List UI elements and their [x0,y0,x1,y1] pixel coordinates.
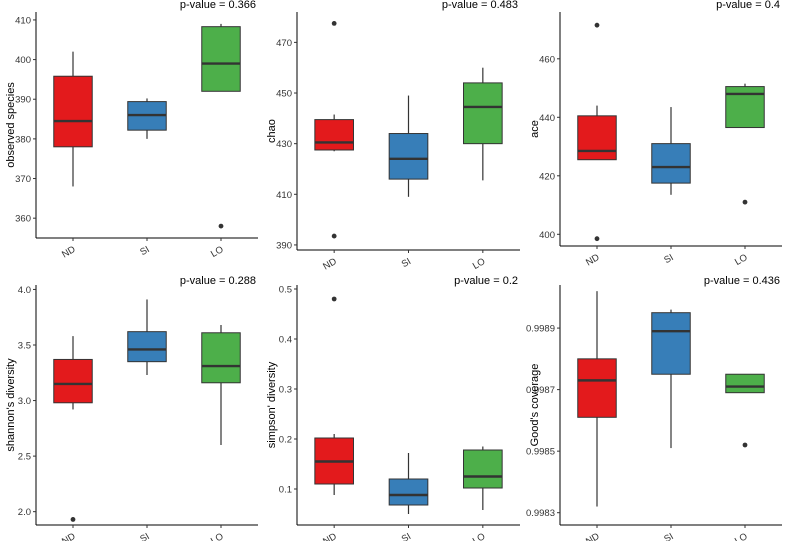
x-tick-label: SI [662,252,675,266]
x-tick-label: SI [138,244,151,258]
x-tick-label: SI [662,531,675,541]
panel-3: 400 420 440 460 ND SI LO ace p-value = 0.4 [529,0,782,268]
outlier-point [742,199,748,205]
box-nd [577,115,617,161]
y-tick-label: 0.1 [279,485,292,496]
box-nd [53,358,93,404]
outlier-point [331,296,337,302]
x-tick-label: LO [209,531,225,541]
p-value-label: p-value = 0.436 [704,275,780,287]
panel-1: 360 370 380 390 400 410 ND SI LO observed species… [5,0,258,260]
y-tick-label: 390 [276,240,292,251]
y-tick-label: 370 [15,174,31,185]
x-tick-label: SI [138,531,151,541]
y-tick-label: 0.2 [279,435,292,446]
box-lo [725,373,765,394]
y-tick-label: 460 [539,54,555,65]
box-si [651,143,691,184]
box-si [388,478,429,506]
box-lo [201,332,241,384]
box-lo [463,82,503,145]
x-tick-label: LO [733,252,749,268]
panel-5: 0.1 0.2 0.3 0.4 0.5 ND SI LO simpson' diversity p… [266,275,520,541]
x-tick-label: LO [209,244,225,260]
outlier-point [218,223,224,229]
panel-4: 2.0 2.5 3.0 3.5 4.0 ND SI LO shannon's diversity… [5,275,258,541]
y-tick-label: 400 [15,55,31,66]
box-nd [53,75,93,148]
outlier-point [331,233,337,239]
p-value-label: p-value = 0.288 [180,275,256,287]
y-tick-label: 450 [276,89,292,100]
x-tick-label: ND [60,244,78,260]
p-value-label: p-value = 0.483 [442,0,518,11]
x-tick-label: ND [584,531,602,541]
outlier-point [331,20,337,26]
p-value-label: p-value = 0.2 [454,275,518,287]
y-tick-label: 0.3 [279,385,292,396]
panel-6: 0.9983 0.9985 0.9987 0.9989 ND SI LO Good's cov… [526,275,782,541]
y-tick-label: 410 [15,15,31,26]
x-tick-label: LO [471,531,487,541]
y-axis-title: ace [529,120,541,138]
box-si [127,331,167,363]
y-tick-label: 0.5 [279,285,292,296]
box-si [651,312,691,375]
y-axis-title: chao [266,119,278,143]
y-tick-label: 0.4 [279,335,292,346]
x-tick-label: LO [471,256,487,272]
p-value-label: p-value = 0.366 [180,0,256,11]
y-tick-label: 470 [276,38,292,49]
y-tick-label: 420 [539,171,555,182]
y-tick-label: 410 [276,190,292,201]
outlier-point [594,236,600,242]
y-axis-title: Good's coverage [529,364,541,447]
outlier-point [742,442,748,448]
y-tick-label: 2.0 [18,507,31,518]
y-tick-label: 440 [539,113,555,124]
x-tick-label: SI [400,256,413,270]
y-tick-label: 2.5 [18,452,31,463]
x-tick-label: ND [321,256,339,272]
y-tick-label: 390 [15,95,31,106]
y-tick-label: 360 [15,214,31,225]
y-tick-label: 3.0 [18,396,31,407]
y-tick-label: 0.9989 [526,324,555,335]
x-tick-label: ND [321,531,339,541]
y-axis-title: shannon's diversity [5,358,17,452]
box-lo [201,26,241,92]
y-tick-label: 380 [15,134,31,145]
x-tick-label: SI [400,531,413,541]
y-tick-label: 4.0 [18,285,31,296]
y-tick-label: 3.5 [18,341,31,352]
y-tick-label: 0.9985 [526,447,555,458]
y-tick-label: 430 [276,139,292,150]
box-lo [463,449,503,489]
x-tick-label: LO [733,531,749,541]
y-tick-label: 0.9987 [526,385,555,396]
outlier-point [70,517,76,522]
outlier-point [594,22,600,28]
panel-2: 390 410 430 450 470 ND SI LO chao p-value = 0.483 [266,0,520,272]
x-tick-label: ND [584,252,602,268]
y-tick-label: 400 [539,230,555,241]
y-axis-title: observed species [5,82,17,168]
y-axis-title: simpson' diversity [266,361,278,448]
p-value-label: p-value = 0.4 [716,0,780,11]
x-tick-label: ND [60,531,78,541]
box-nd [314,119,354,151]
box-si [388,133,429,180]
y-tick-label: 0.9983 [526,508,555,519]
box-nd [577,358,617,418]
